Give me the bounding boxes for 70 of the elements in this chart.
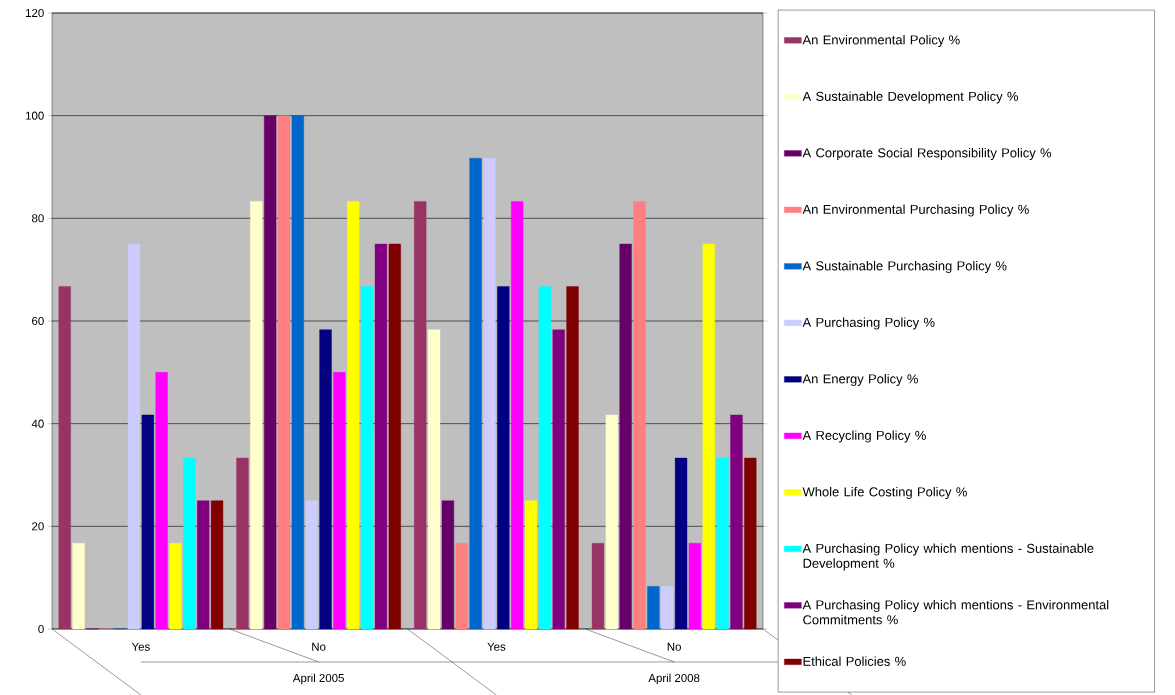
legend-label: A Purchasing Policy which mentions - Sustainable Development % xyxy=(802,543,1094,571)
bar xyxy=(347,201,360,630)
bar xyxy=(183,457,196,630)
legend-label: A Recycling Policy % xyxy=(802,430,926,443)
bar xyxy=(688,543,702,630)
bar xyxy=(414,201,427,630)
bar xyxy=(716,457,729,630)
bar xyxy=(744,457,757,630)
bar xyxy=(538,286,551,630)
bar xyxy=(483,158,496,630)
legend-label: A Sustainable Purchasing Policy % xyxy=(802,260,1007,273)
y-tick-label: 120 xyxy=(26,8,44,18)
bar xyxy=(210,500,224,630)
bar xyxy=(633,201,646,630)
bar xyxy=(427,329,441,630)
x-tick-label: No xyxy=(667,642,681,651)
bar xyxy=(455,543,468,630)
bar xyxy=(291,115,304,630)
bar xyxy=(497,286,510,630)
bar xyxy=(141,414,154,630)
legend-label: Whole Life Costing Policy % xyxy=(802,486,967,499)
bar xyxy=(566,286,579,630)
y-tick-label: 20 xyxy=(32,522,44,531)
x-tick-label: Yes xyxy=(487,642,506,651)
legend-label: A Sustainable Development Policy % xyxy=(802,91,1019,104)
text: April 2005 xyxy=(292,673,344,685)
bar xyxy=(72,543,85,630)
bar xyxy=(58,286,71,630)
bar xyxy=(702,243,715,630)
bar xyxy=(360,286,374,630)
legend-label: An Environmental Policy % xyxy=(802,34,960,47)
bar xyxy=(333,372,346,630)
y-tick-label: 60 xyxy=(32,316,44,326)
bar xyxy=(236,457,249,630)
bar xyxy=(647,586,660,630)
y-tick-label: 0 xyxy=(38,624,44,634)
bar xyxy=(264,115,277,630)
text: April 2008 xyxy=(648,673,700,685)
bar xyxy=(169,543,182,630)
bar xyxy=(305,500,318,630)
legend-label: An Energy Policy % xyxy=(802,373,918,386)
bar xyxy=(388,243,401,630)
legend-label: A Purchasing Policy % xyxy=(802,317,935,330)
bar xyxy=(730,414,743,630)
bar xyxy=(127,243,141,630)
bar xyxy=(374,243,388,630)
bar xyxy=(605,414,618,630)
bar xyxy=(469,158,482,630)
legend-label: An Environmental Purchasing Policy % xyxy=(802,204,1029,217)
bar xyxy=(552,329,565,630)
bar xyxy=(277,115,291,630)
legend-label: A Corporate Social Responsibility Policy % xyxy=(802,147,1052,160)
bar xyxy=(511,201,524,630)
bar xyxy=(250,201,263,630)
bar xyxy=(155,372,168,630)
bar xyxy=(319,329,332,630)
bar xyxy=(661,586,674,630)
x-tick-label: No xyxy=(312,642,326,651)
bar xyxy=(441,500,455,630)
bar xyxy=(619,243,632,630)
y-tick-label: 100 xyxy=(26,111,44,120)
x-tick-label: Yes xyxy=(131,642,150,651)
bar xyxy=(197,500,210,630)
bar xyxy=(524,500,538,630)
legend-label: Ethical Policies % xyxy=(803,656,906,666)
legend-label: A Purchasing Policy which mentions - Environmental Commitments % xyxy=(802,599,1109,625)
bar xyxy=(591,543,605,630)
y-tick-label: 40 xyxy=(31,419,44,428)
y-tick-label: 80 xyxy=(31,214,44,223)
bar xyxy=(674,457,688,630)
